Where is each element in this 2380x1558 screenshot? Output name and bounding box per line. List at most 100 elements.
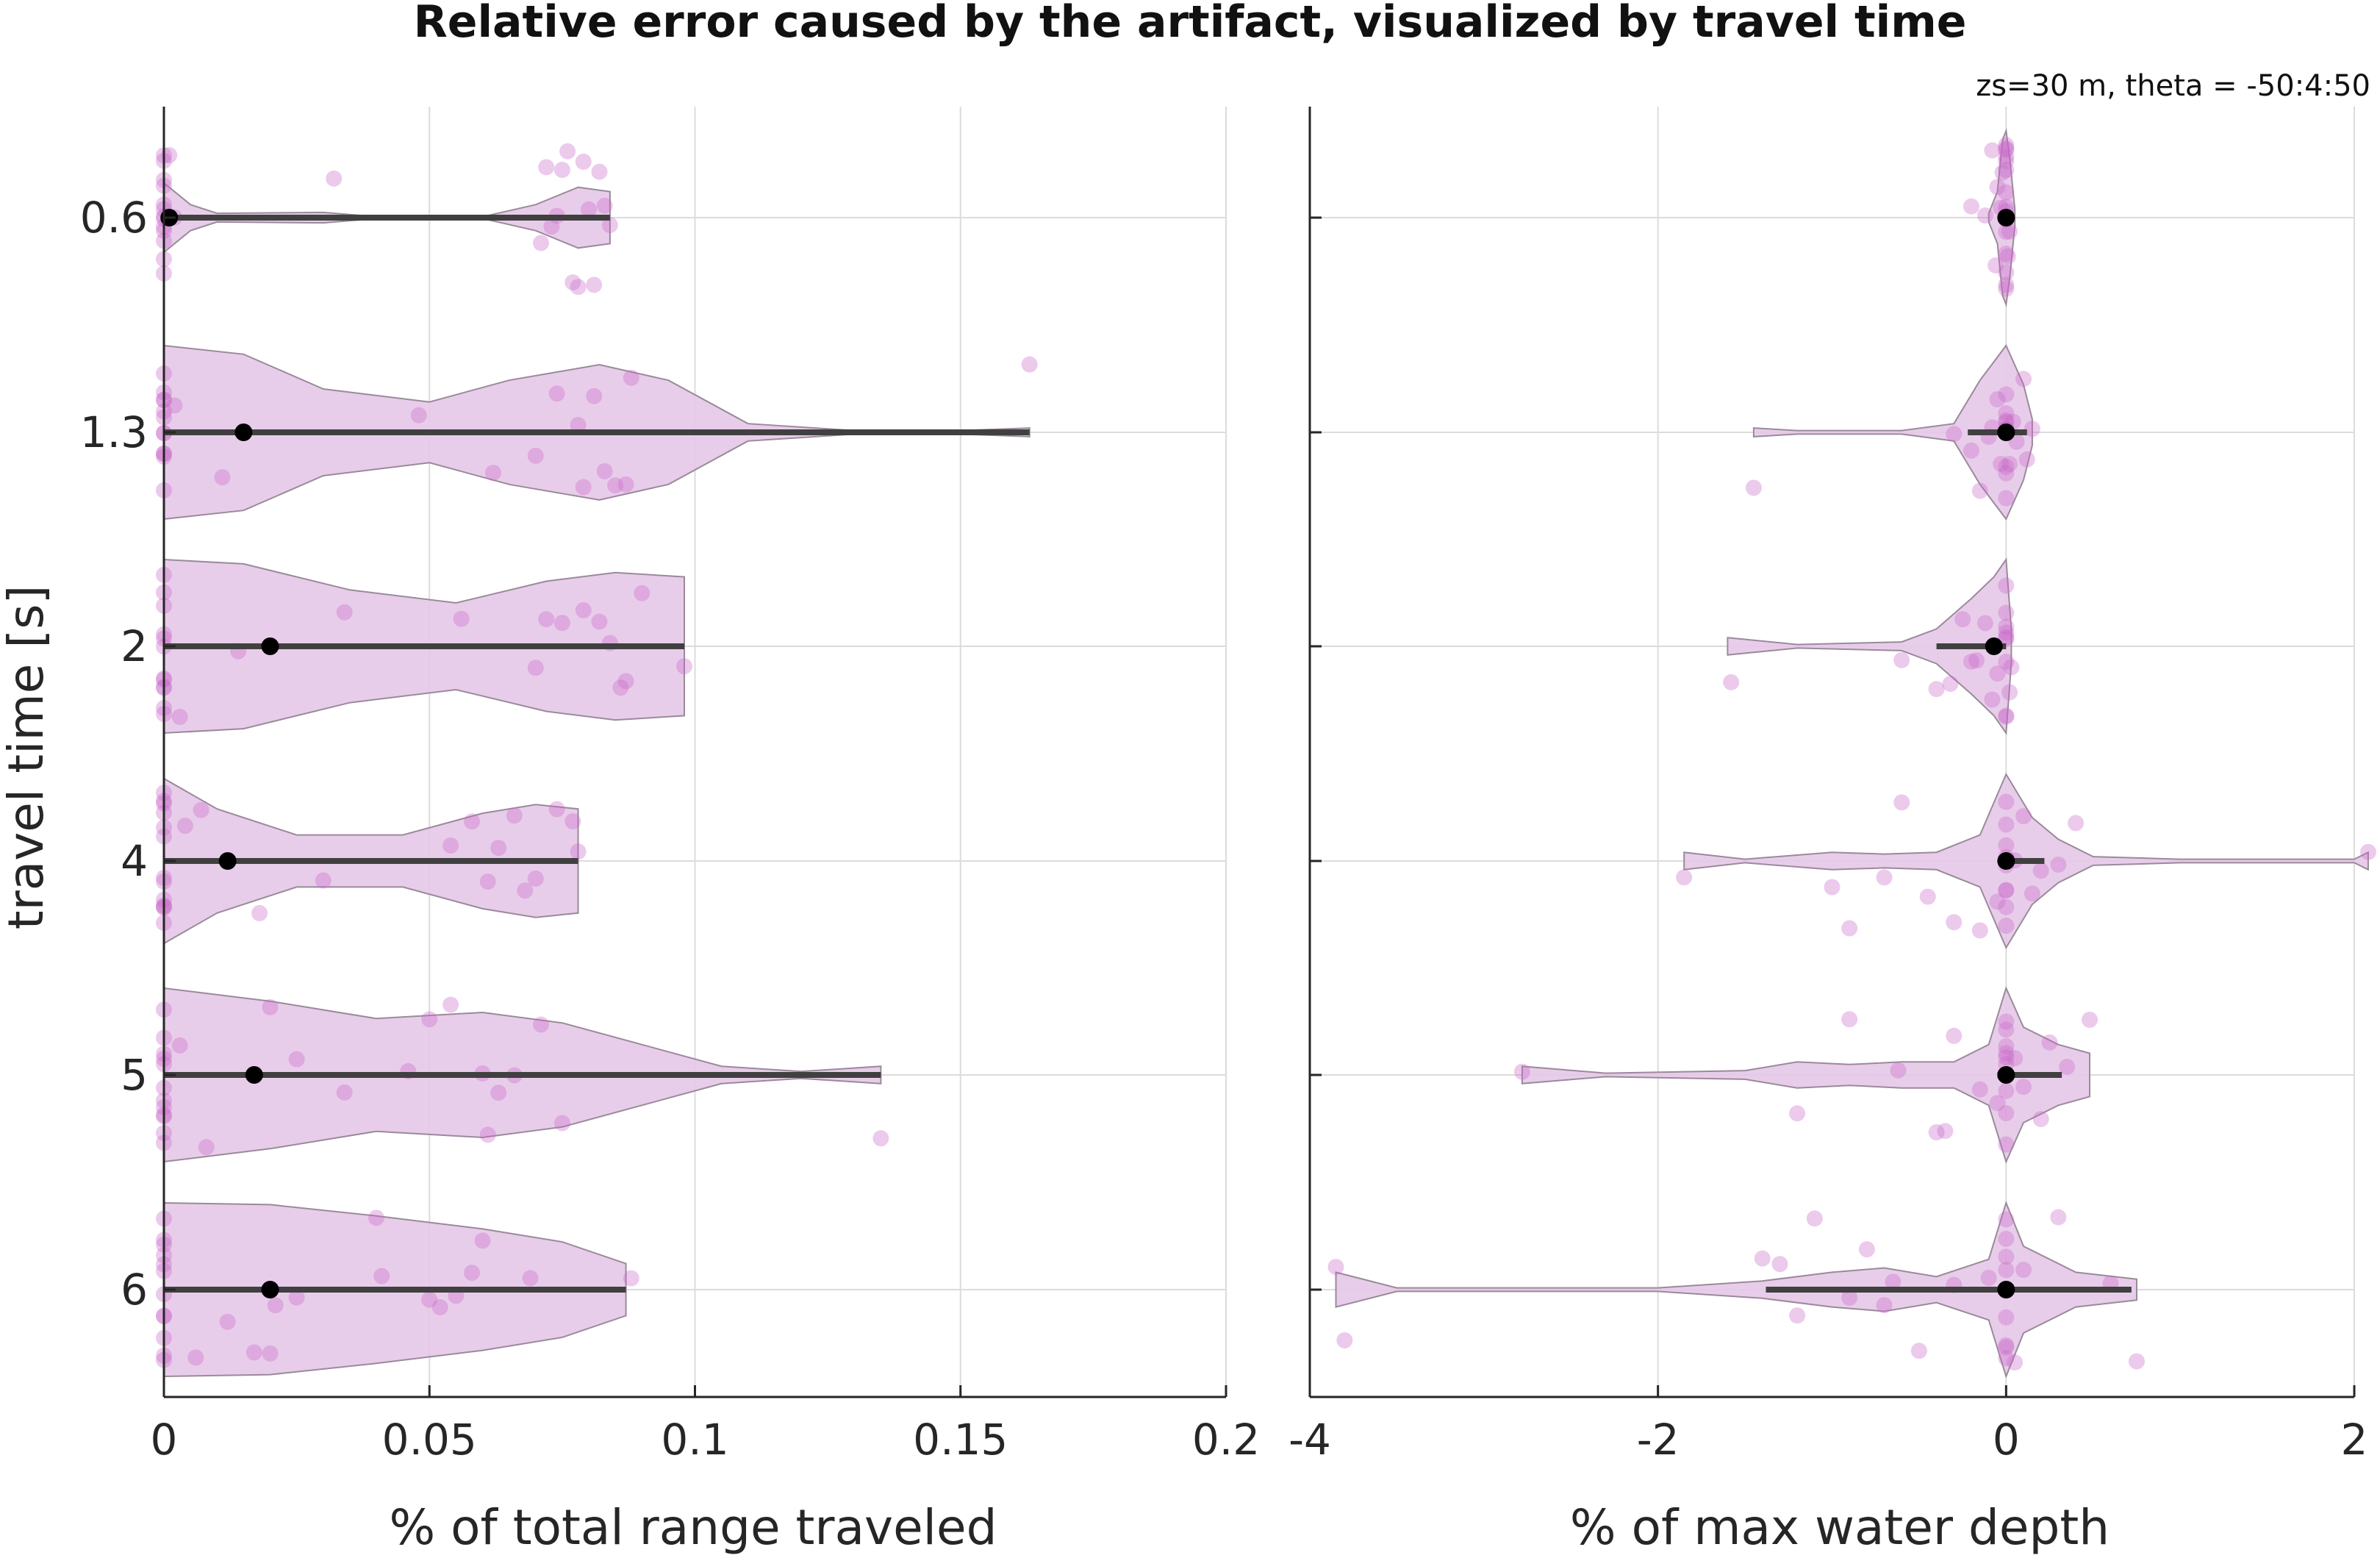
- median-marker: [1997, 424, 2015, 441]
- data-point: [1993, 456, 2010, 473]
- data-point: [251, 904, 268, 921]
- data-point: [2032, 862, 2049, 879]
- data-point: [490, 840, 507, 857]
- data-point: [2050, 856, 2067, 873]
- data-point: [1513, 1063, 1530, 1080]
- data-point: [1998, 707, 2015, 724]
- median-marker: [1997, 852, 2015, 870]
- data-point: [2007, 1050, 2024, 1067]
- data-point: [421, 1291, 438, 1308]
- median-marker: [245, 1066, 263, 1084]
- violin-body: [1727, 557, 2012, 735]
- data-point: [474, 1232, 491, 1249]
- data-point: [1998, 1262, 2015, 1279]
- data-point: [872, 1130, 889, 1147]
- x-tick-label: 0.05: [382, 1415, 477, 1465]
- data-point: [1998, 1048, 2015, 1065]
- data-point: [1723, 673, 1740, 690]
- data-point: [1998, 1045, 2015, 1062]
- data-point: [464, 813, 481, 830]
- data-point: [1998, 898, 2015, 915]
- data-point: [1998, 153, 2015, 170]
- data-point: [623, 369, 639, 386]
- data-point: [1998, 1248, 2015, 1265]
- data-point: [2001, 456, 2018, 473]
- data-point: [1976, 615, 1993, 632]
- data-point: [532, 1016, 549, 1033]
- data-point: [581, 201, 597, 218]
- data-point: [1998, 1082, 2015, 1099]
- data-point: [532, 235, 549, 251]
- data-point: [1998, 1337, 2015, 1354]
- data-point: [548, 385, 565, 402]
- data-point: [2001, 223, 2018, 240]
- data-point: [368, 1209, 384, 1226]
- data-point: [559, 143, 576, 160]
- data-point: [596, 462, 613, 479]
- chart-title: Relative error caused by the artifact, v…: [414, 0, 1967, 48]
- y-tick-label: 4: [121, 836, 148, 886]
- data-point: [543, 218, 560, 235]
- data-point: [570, 843, 587, 860]
- data-point: [479, 1126, 496, 1143]
- data-point: [527, 870, 544, 887]
- y-tick-label: 2: [121, 621, 148, 671]
- data-point: [1998, 490, 2015, 507]
- data-point: [1946, 426, 1963, 443]
- data-point: [453, 610, 470, 627]
- data-point: [2015, 371, 2032, 387]
- data-point: [538, 159, 555, 176]
- data-point: [1998, 1013, 2015, 1030]
- data-point: [617, 476, 634, 493]
- data-point: [1789, 1105, 1806, 1122]
- violin-body: [1521, 986, 2090, 1164]
- x-tick-label: 0.15: [913, 1415, 1008, 1465]
- data-point: [1998, 1136, 2015, 1153]
- data-point: [601, 217, 618, 234]
- data-point: [1998, 837, 2015, 854]
- data-point: [1998, 882, 2015, 898]
- data-point: [1998, 882, 2015, 898]
- data-point: [1998, 816, 2015, 833]
- data-point: [1989, 391, 2006, 408]
- data-point: [1976, 207, 1993, 224]
- data-point: [1968, 652, 1985, 669]
- data-point: [1841, 920, 1858, 937]
- data-point: [161, 147, 178, 164]
- data-point: [676, 658, 693, 675]
- data-point: [336, 604, 353, 621]
- data-point: [431, 1298, 448, 1315]
- data-point: [1989, 179, 2006, 196]
- data-point: [1998, 1309, 2015, 1326]
- data-point: [1954, 611, 1971, 628]
- data-point: [2024, 421, 2040, 437]
- data-point: [1876, 869, 1893, 886]
- data-point: [1998, 1105, 2015, 1122]
- data-point: [1336, 1332, 1353, 1348]
- data-point: [2050, 1209, 2067, 1226]
- data-point: [464, 1265, 481, 1282]
- right-panel: -4 -2 0 2: [1288, 107, 2376, 1465]
- data-point: [2018, 451, 2035, 468]
- data-point: [522, 1270, 539, 1287]
- data-point: [1989, 1095, 2006, 1112]
- data-point: [1998, 184, 2015, 201]
- data-point: [1998, 280, 2015, 297]
- data-point: [1998, 629, 2015, 646]
- data-point: [176, 818, 193, 835]
- data-point: [1998, 1038, 2015, 1055]
- data-point: [1984, 691, 2001, 708]
- data-point: [506, 807, 523, 824]
- x-tick-label: -4: [1288, 1415, 1331, 1465]
- data-point: [634, 585, 650, 601]
- data-point: [1963, 442, 1979, 459]
- data-point: [570, 417, 587, 434]
- data-point: [490, 1084, 507, 1101]
- data-point: [564, 274, 581, 291]
- data-point: [1998, 618, 2015, 635]
- data-point: [442, 837, 459, 854]
- data-point: [538, 611, 555, 628]
- median-marker: [1997, 209, 2015, 226]
- data-point: [1928, 1124, 1945, 1141]
